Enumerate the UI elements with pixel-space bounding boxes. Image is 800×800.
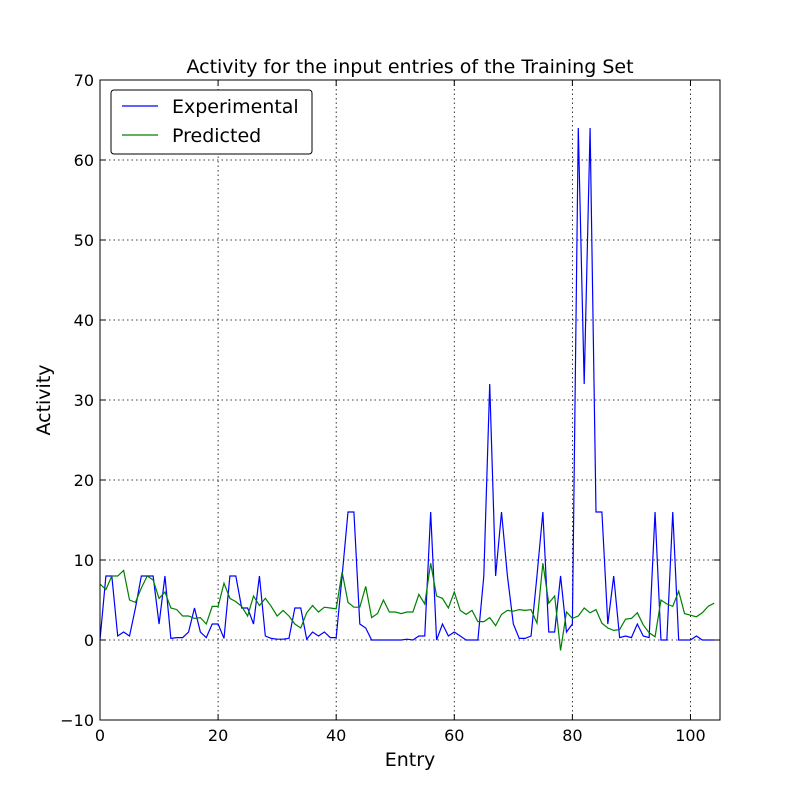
x-tick-label: 40 [326, 726, 346, 745]
y-tick-label: 10 [74, 551, 94, 570]
y-tick-label: 60 [74, 151, 94, 170]
x-axis-title: Entry [385, 749, 436, 771]
y-tick-label: 40 [74, 311, 94, 330]
y-axis-title: Activity [33, 364, 55, 435]
y-tick-label: 20 [74, 471, 94, 490]
legend-box [110, 89, 313, 155]
x-tick-label: 60 [444, 726, 464, 745]
y-tick-label: 70 [74, 71, 94, 90]
series-experimental [99, 127, 715, 641]
y-tick-label: 0 [84, 631, 94, 650]
y-tick-label: −10 [60, 711, 94, 730]
x-tick-label: 80 [562, 726, 582, 745]
x-tick-label: 100 [675, 726, 706, 745]
legend-label: Experimental [172, 96, 299, 118]
x-tick-label: 0 [95, 726, 105, 745]
grid [100, 80, 720, 720]
chart-title: Activity for the input entries of the Tr… [186, 56, 633, 78]
y-tick-label: 30 [74, 391, 94, 410]
legend-label: Predicted [172, 125, 261, 147]
x-tick-label: 20 [208, 726, 228, 745]
y-tick-label: 50 [74, 231, 94, 250]
series-predicted [99, 563, 715, 651]
legend: Experimental Predicted [110, 89, 313, 155]
series-layer [99, 127, 715, 651]
